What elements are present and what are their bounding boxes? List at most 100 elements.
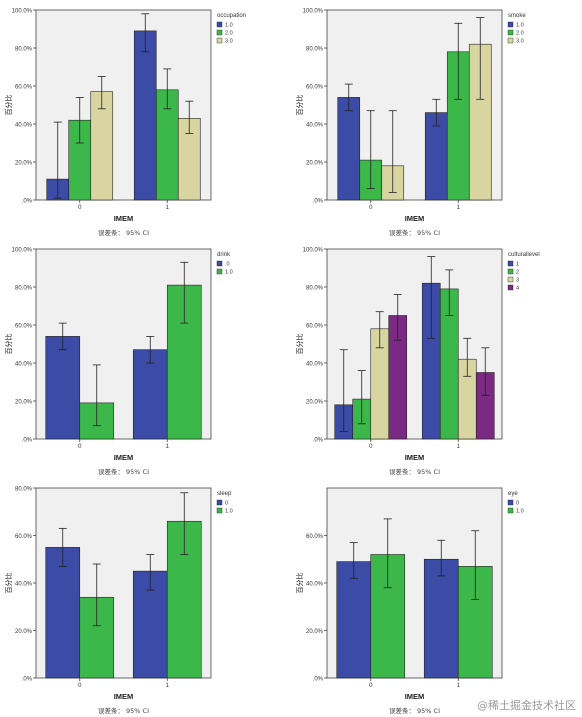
legend-swatch: [507, 29, 514, 36]
y-axis-label: 百分比: [4, 334, 13, 355]
legend-swatch: [507, 268, 514, 275]
x-axis-label: IMEM: [405, 692, 425, 701]
legend-label: 0: [225, 501, 228, 507]
chart-svg-0: .0% 20.0% 40.0% 60.0% 80.0% 100.0% 百分比 0 1 IMEM 误差…: [4, 9, 246, 238]
legend-label: 3.0: [225, 39, 233, 45]
legend-label: 2: [516, 270, 519, 276]
y-tick-label: 80.0%: [306, 47, 324, 53]
y-tick-label: 60.0%: [306, 85, 324, 91]
legend-label: 1.0: [225, 270, 233, 276]
y-axis-label: 百分比: [4, 95, 13, 116]
legend-swatch: [507, 37, 514, 44]
chart-svg-4: .0% 20.0% 40.0% 60.0% 80.0% 百分比 0 1 IMEM 误差条： 95%…: [4, 487, 233, 716]
legend-swatch: [507, 21, 514, 28]
x-tick-label: 1: [457, 683, 461, 689]
y-tick-label: .0%: [313, 677, 324, 683]
legend-label: 1.0: [225, 509, 233, 515]
bar: [337, 97, 361, 201]
footnote-text: 误差条： 95% CI: [98, 467, 149, 476]
legend-label: 2.0: [225, 31, 233, 37]
x-tick-label: 1: [166, 205, 170, 211]
legend-label: 4: [516, 286, 519, 292]
x-axis-label: IMEM: [405, 214, 425, 223]
chart-panel-culturallevel: .0% 20.0% 40.0% 60.0% 80.0% 100.0% 百分比 0 1 IMEM 误差…: [291, 239, 582, 478]
y-tick-label: 20.0%: [15, 400, 33, 406]
y-tick-label: .0%: [313, 438, 324, 444]
y-tick-label: 100.0%: [12, 248, 33, 254]
bar: [423, 558, 459, 679]
y-tick-label: 40.0%: [15, 582, 33, 588]
y-tick-label: 40.0%: [306, 123, 324, 129]
x-tick-label: 0: [78, 683, 82, 689]
legend-title: sleep: [217, 491, 232, 497]
legend-label: 1.0: [516, 23, 524, 29]
chart-svg-1: .0% 20.0% 40.0% 60.0% 80.0% 100.0% 百分比 0 1 IMEM 误差…: [295, 9, 526, 238]
footnote-text: 误差条： 95% CI: [389, 228, 440, 237]
chart-svg-2: .0% 20.0% 40.0% 60.0% 80.0% 100.0% 百分比 0 1 IMEM 误差…: [4, 248, 233, 477]
legend-title: culturallevel: [508, 252, 540, 258]
watermark-text: @稀土掘金技术社区: [477, 699, 576, 712]
legend-label: 0: [516, 501, 519, 507]
x-tick-label: 1: [166, 683, 170, 689]
footnote-text: 误差条： 95% CI: [98, 706, 149, 715]
y-tick-label: 20.0%: [306, 161, 324, 167]
y-tick-label: 40.0%: [15, 123, 33, 129]
footnote-text: 误差条： 95% CI: [98, 228, 149, 237]
x-tick-label: 1: [166, 444, 170, 450]
chart-panel-drink: .0% 20.0% 40.0% 60.0% 80.0% 100.0% 百分比 0 1 IMEM 误差…: [0, 239, 291, 478]
y-tick-label: 20.0%: [15, 629, 33, 635]
y-tick-label: .0%: [22, 677, 33, 683]
bar: [133, 30, 157, 201]
legend-swatch: [216, 260, 223, 267]
legend-swatch: [216, 21, 223, 28]
x-tick-label: 0: [369, 444, 373, 450]
x-tick-label: 1: [457, 205, 461, 211]
y-tick-label: 40.0%: [15, 362, 33, 368]
x-axis-label: IMEM: [114, 214, 134, 223]
bar: [45, 547, 81, 679]
x-tick-label: 0: [78, 205, 82, 211]
legend-swatch: [507, 507, 514, 514]
y-tick-label: .0%: [313, 199, 324, 205]
y-tick-label: 100.0%: [12, 9, 33, 15]
legend-label: 3: [516, 278, 519, 284]
y-tick-label: 60.0%: [15, 324, 33, 330]
legend-swatch: [507, 276, 514, 283]
legend-label: 2.0: [516, 31, 524, 37]
legend-title: occupation: [217, 13, 246, 19]
bar: [132, 349, 168, 440]
legend-label: 3.0: [516, 39, 524, 45]
legend-label: 1.0: [516, 509, 524, 515]
bar: [336, 561, 372, 679]
y-tick-label: 80.0%: [15, 286, 33, 292]
legend-swatch: [216, 499, 223, 506]
legend-title: smoke: [508, 13, 526, 19]
footnote-text: 误差条： 95% CI: [389, 706, 440, 715]
chart-svg-5: .0% 20.0% 40.0% 60.0% 百分比 0 1 IMEM 误差条： 95% CI ey…: [295, 487, 524, 715]
chart-panel-eye: .0% 20.0% 40.0% 60.0% 百分比 0 1 IMEM 误差条： 95% CI ey…: [291, 478, 582, 717]
y-axis-label: 百分比: [4, 573, 13, 594]
legend-label: 1: [516, 262, 519, 268]
chart-panel-occupation: .0% 20.0% 40.0% 60.0% 80.0% 100.0% 百分比 0 1 IMEM 误差…: [0, 0, 291, 239]
y-tick-label: .0%: [22, 438, 33, 444]
chart-svg-3: .0% 20.0% 40.0% 60.0% 80.0% 100.0% 百分比 0 1 IMEM 误差…: [295, 248, 540, 477]
y-tick-label: 40.0%: [306, 582, 324, 588]
y-axis-label: 百分比: [295, 334, 304, 355]
legend-swatch: [216, 37, 223, 44]
y-tick-label: 60.0%: [15, 534, 33, 540]
x-tick-label: 1: [457, 444, 461, 450]
y-tick-label: 60.0%: [306, 534, 324, 540]
legend-swatch: [216, 507, 223, 514]
y-tick-label: 40.0%: [306, 362, 324, 368]
y-axis-label: 百分比: [295, 573, 304, 594]
y-tick-label: .0%: [22, 199, 33, 205]
x-axis-label: IMEM: [114, 453, 134, 462]
x-tick-label: 0: [78, 444, 82, 450]
bar: [45, 336, 81, 440]
legend-label: .0: [225, 262, 230, 268]
legend-title: eye: [508, 491, 518, 497]
x-tick-label: 0: [369, 205, 373, 211]
legend-swatch: [216, 29, 223, 36]
legend-title: drink: [217, 252, 231, 258]
y-tick-label: 80.0%: [306, 286, 324, 292]
